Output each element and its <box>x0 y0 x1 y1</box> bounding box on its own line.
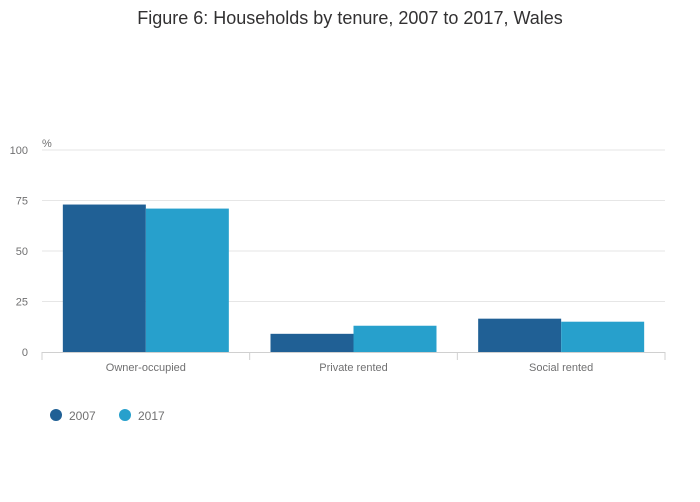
bar-2017-2[interactable] <box>561 321 645 352</box>
x-axis: Owner-occupied Private rented Social rente… <box>41 352 666 374</box>
legend[interactable]: 2007 2017 <box>50 409 165 423</box>
legend-swatch-2007[interactable] <box>50 409 62 421</box>
bar-2007-1[interactable] <box>270 333 354 352</box>
y-tick-label: 0 <box>22 347 28 359</box>
y-axis-ticks: 0 25 50 75 100 <box>10 145 28 359</box>
legend-label[interactable]: 2007 <box>69 409 96 423</box>
y-tick-label: 75 <box>16 196 28 208</box>
x-tick-label: Private rented <box>319 362 387 374</box>
y-tick-label: 50 <box>16 246 28 258</box>
bar-2017-1[interactable] <box>353 325 437 352</box>
y-axis-unit-label: % <box>42 138 52 150</box>
chart-title: Figure 6: Households by tenure, 2007 to … <box>137 8 563 28</box>
legend-swatch-2017[interactable] <box>119 409 131 421</box>
bar-2017-0[interactable] <box>145 208 229 352</box>
x-tick-label: Owner-occupied <box>106 362 186 374</box>
bar-2007-2[interactable] <box>478 318 562 352</box>
legend-label[interactable]: 2017 <box>138 409 165 423</box>
bars <box>62 204 645 352</box>
y-tick-label: 25 <box>16 297 28 309</box>
y-tick-label: 100 <box>10 145 28 157</box>
bar-2007-0[interactable] <box>62 204 146 352</box>
x-tick-label: Social rented <box>529 362 593 374</box>
